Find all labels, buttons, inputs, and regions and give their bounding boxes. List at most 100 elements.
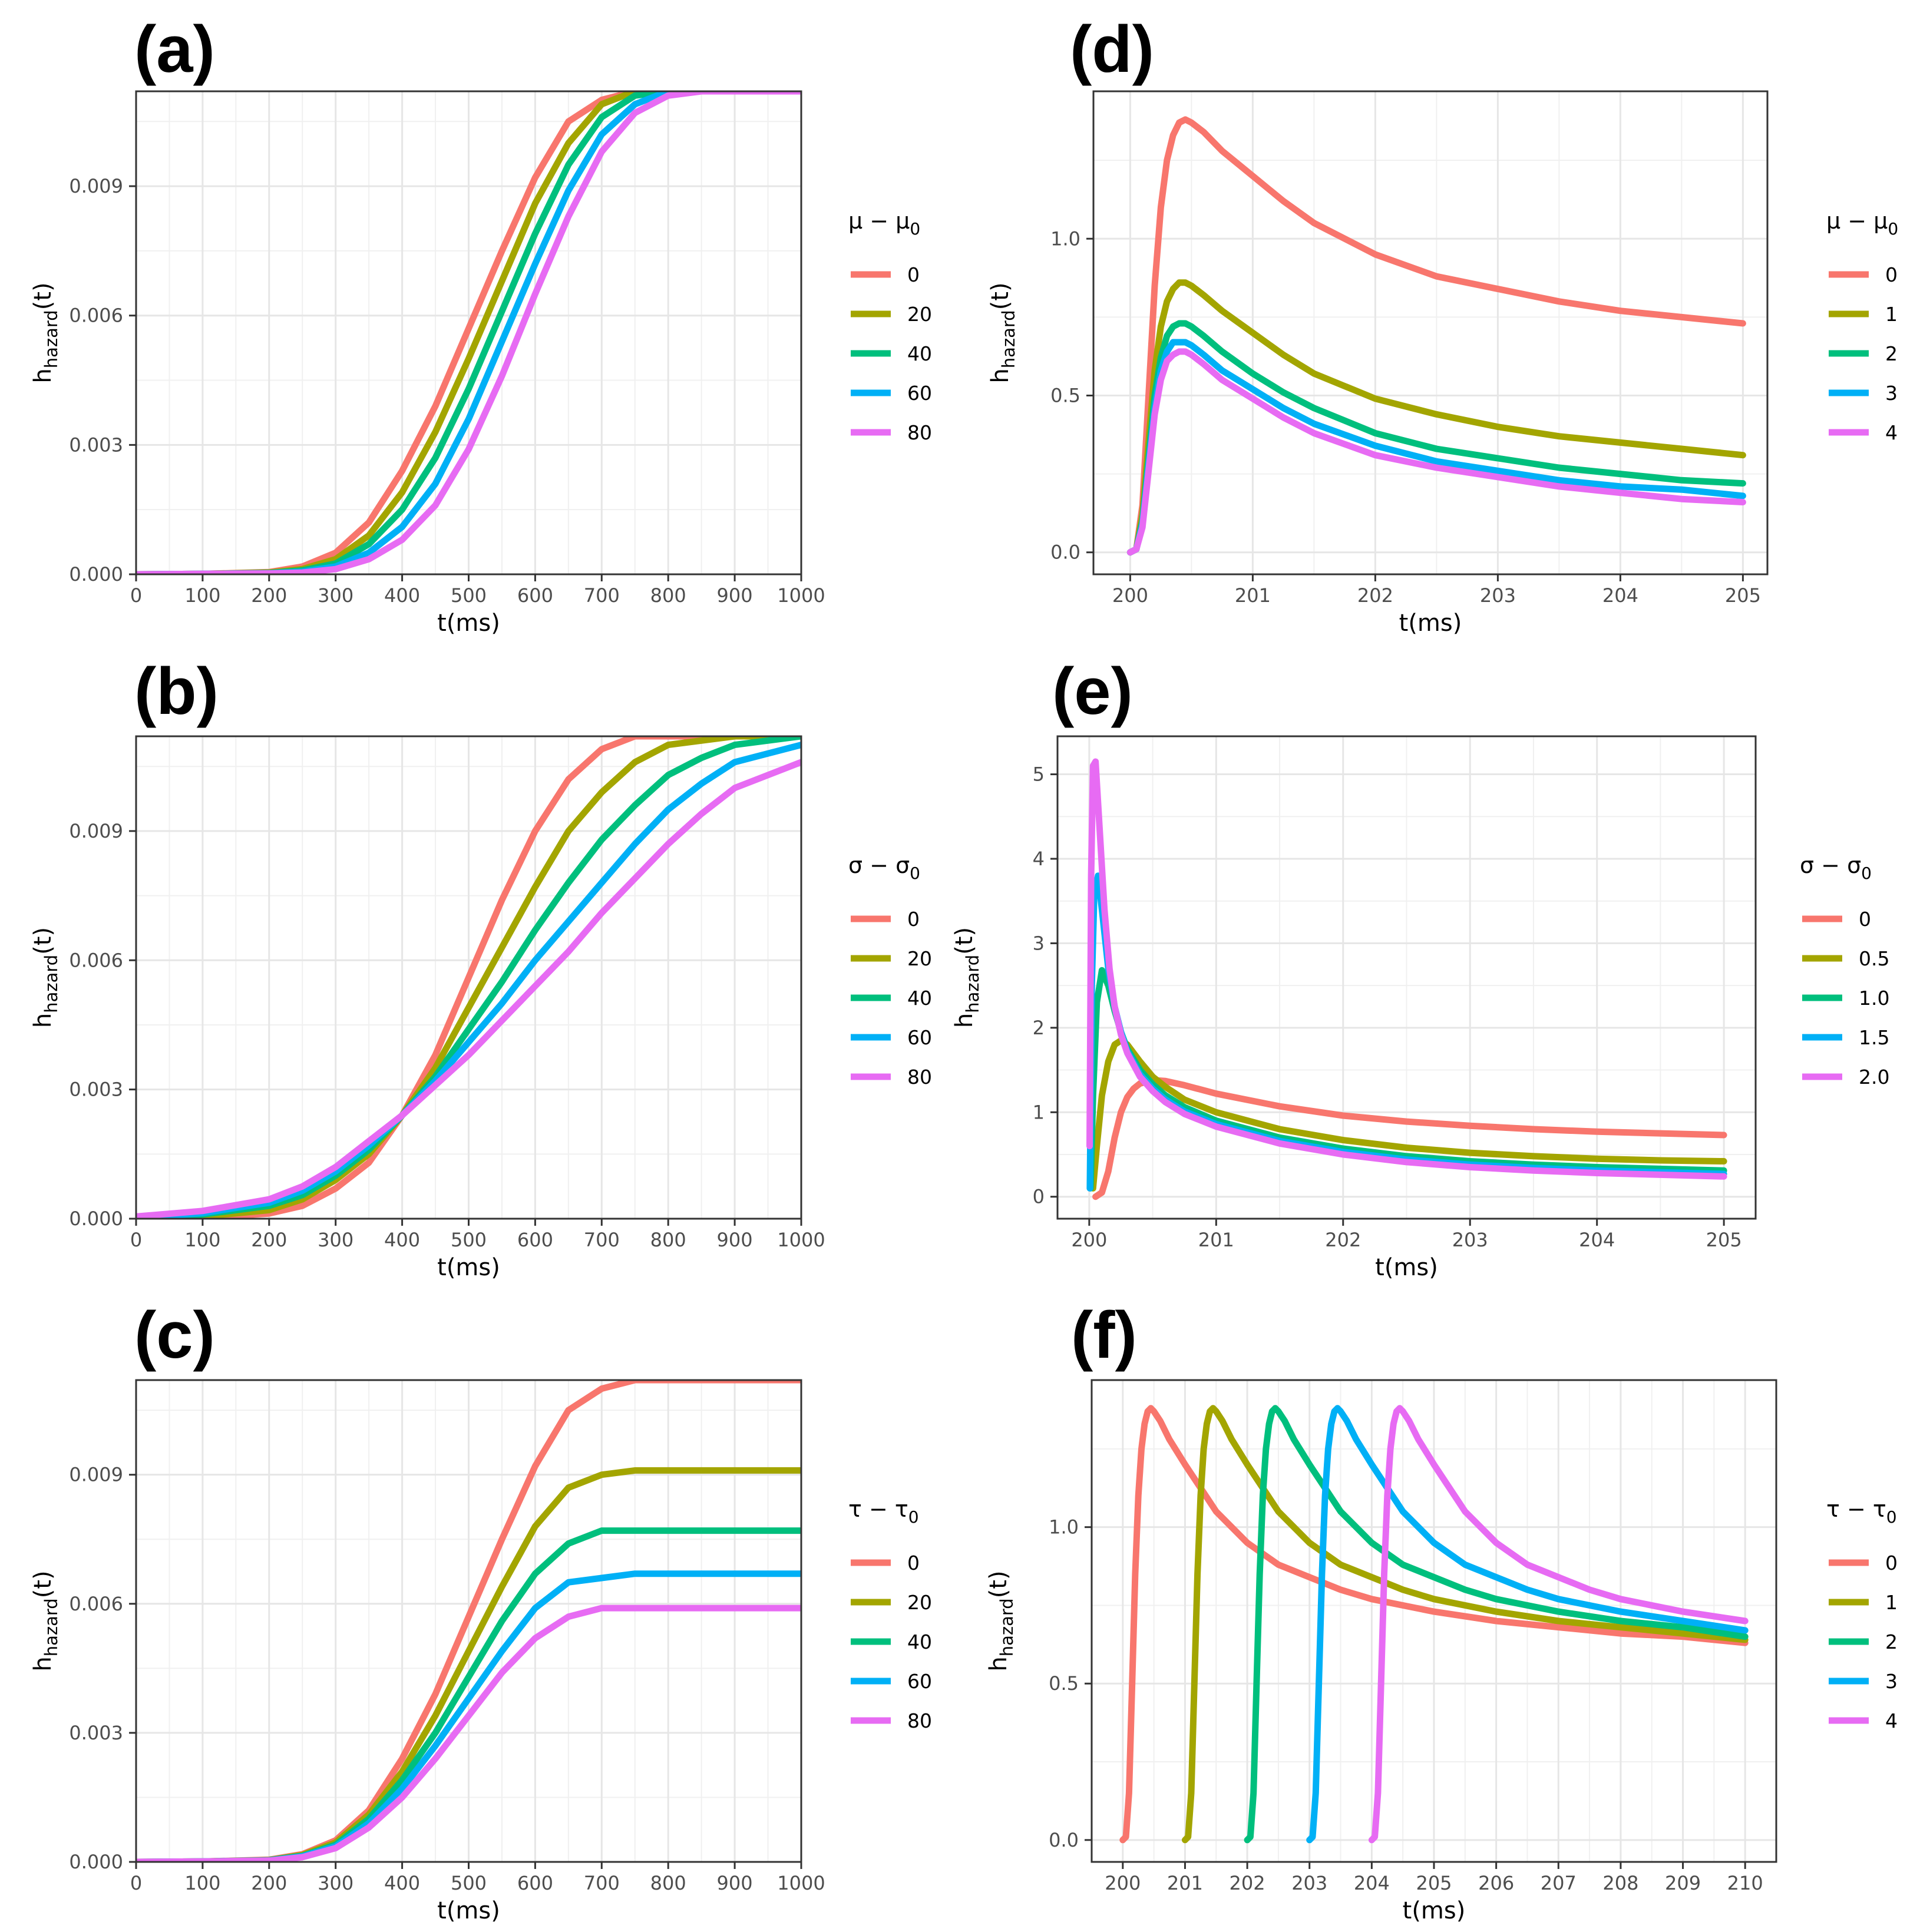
legend-title-main: τ − τ <box>848 1496 908 1522</box>
y-tick-label: 0.0 <box>1050 541 1080 564</box>
x-tick-label: 201 <box>1235 584 1271 607</box>
series-group <box>136 1380 801 1862</box>
y-axis-title: hhazard(t) <box>29 1570 61 1671</box>
x-tick-label: 200 <box>251 584 287 607</box>
x-tick-label: 203 <box>1480 584 1516 607</box>
legend-title: τ − τ0 <box>1826 1496 1897 1527</box>
x-tick-label: 600 <box>517 584 553 607</box>
panel-c: 0 100 200 300 400 500 600 700 800 900 10000.0000.0… <box>29 1298 932 1924</box>
y-tick-label: 2 <box>1033 1017 1045 1039</box>
y-tick-label: 0.000 <box>69 563 123 585</box>
legend-title-sub: 0 <box>1888 219 1898 239</box>
legend-label: 0 <box>907 908 920 931</box>
plot-border <box>1092 90 1769 575</box>
x-axis-title: t(ms) <box>437 1254 500 1281</box>
legend-label: 0.5 <box>1859 947 1889 970</box>
legend-title-sub: 0 <box>1861 864 1872 883</box>
x-axis-title: t(ms) <box>1375 1254 1438 1281</box>
x-tick-label: 100 <box>184 584 220 607</box>
panel-label: (b) <box>134 654 219 728</box>
x-axis-title: t(ms) <box>1403 1897 1466 1924</box>
series-line-0 <box>1119 1405 1749 1844</box>
y-axis-title-main: h <box>29 1656 57 1671</box>
y-axis-title-sub: hazard <box>999 310 1019 368</box>
legend-label: 1 <box>1885 303 1898 326</box>
y-tick-label: 0.006 <box>69 949 123 971</box>
legend-label: 1 <box>1885 1591 1898 1614</box>
legend-label: 1.0 <box>1859 987 1889 1010</box>
series-line-80 <box>136 1605 801 1862</box>
x-tick-label: 200 <box>1112 584 1148 607</box>
legend-label: 60 <box>907 382 932 405</box>
legend-label: 60 <box>907 1670 932 1693</box>
x-tick-label: 300 <box>318 1229 353 1251</box>
x-tick-label: 205 <box>1725 584 1761 607</box>
series-line-0 <box>1092 1077 1727 1200</box>
legend-label: 3 <box>1885 382 1898 405</box>
y-tick-label: 0 <box>1033 1186 1045 1208</box>
x-tick-label: 202 <box>1357 584 1393 607</box>
x-tick-label: 1000 <box>777 1872 825 1894</box>
y-tick-label: 0.003 <box>69 434 123 456</box>
legend-label: 80 <box>907 421 932 444</box>
y-axis-title-main: h <box>987 368 1014 383</box>
x-tick-label: 200 <box>251 1229 287 1251</box>
series-line-3 <box>1306 1405 1749 1844</box>
y-tick-label: 0.006 <box>69 1593 123 1615</box>
legend-label: 0 <box>907 263 920 286</box>
legend-title: τ − τ0 <box>848 1496 919 1527</box>
x-tick-label: 900 <box>717 1229 753 1251</box>
legend-label: 80 <box>907 1066 932 1089</box>
legend-title-main: σ − σ <box>1800 852 1861 878</box>
legend-label: 4 <box>1885 1709 1898 1732</box>
legend-title-sub: 0 <box>908 1507 919 1527</box>
x-tick-label: 800 <box>650 584 686 607</box>
series-line-80 <box>136 91 801 574</box>
panel-e: 200 201 202 203 204 205012345t(ms)hhazard(t)(… <box>951 654 1889 1281</box>
legend-label: 20 <box>907 303 932 326</box>
legend-title-sub: 0 <box>910 864 920 883</box>
legend-title-main: σ − σ <box>848 852 910 878</box>
panel-label: (c) <box>134 1298 215 1372</box>
x-tick-label: 203 <box>1452 1229 1488 1251</box>
legend-label: 0 <box>1859 908 1871 931</box>
series-line-2.0 <box>1086 758 1727 1180</box>
x-tick-label: 100 <box>184 1872 220 1894</box>
y-tick-label: 4 <box>1033 848 1045 870</box>
x-tick-label: 209 <box>1665 1872 1701 1894</box>
panel-d: 200 201 202 203 204 2050.00.51.0t(ms)hhazard(… <box>987 12 1898 637</box>
y-axis-title-main: h <box>951 1013 978 1028</box>
y-axis-title: hhazard(t) <box>987 282 1019 383</box>
y-axis-title-suffix: (t) <box>987 282 1014 310</box>
series-line-1 <box>1182 1405 1749 1844</box>
x-tick-label: 800 <box>650 1229 686 1251</box>
legend-label: 40 <box>907 342 932 365</box>
legend-title-main: μ − μ <box>1826 208 1888 234</box>
y-tick-label: 1.0 <box>1050 227 1080 250</box>
x-tick-label: 205 <box>1416 1872 1452 1894</box>
legend-title-sub: 0 <box>910 219 920 239</box>
x-tick-label: 1000 <box>777 584 825 607</box>
y-tick-label: 1 <box>1033 1101 1045 1123</box>
panel-label: (f) <box>1071 1298 1137 1372</box>
x-tick-label: 202 <box>1230 1872 1265 1894</box>
x-axis-title: t(ms) <box>1399 610 1462 637</box>
series-group <box>136 736 801 1219</box>
y-axis-title-suffix: (t) <box>29 282 57 310</box>
y-tick-label: 0.003 <box>69 1722 123 1744</box>
series-line-20 <box>136 736 801 1219</box>
legend-label: 20 <box>907 1591 932 1614</box>
x-tick-label: 206 <box>1478 1872 1514 1894</box>
x-tick-label: 205 <box>1706 1229 1742 1251</box>
y-tick-label: 0.009 <box>69 1464 123 1486</box>
y-tick-label: 0.006 <box>69 305 123 327</box>
legend-label: 0 <box>1885 263 1898 286</box>
legend-title-main: μ − μ <box>848 208 910 234</box>
legend-label: 2.0 <box>1859 1066 1889 1089</box>
x-tick-label: 203 <box>1291 1872 1327 1894</box>
x-tick-label: 500 <box>451 1229 487 1251</box>
y-tick-label: 0.5 <box>1050 384 1080 406</box>
